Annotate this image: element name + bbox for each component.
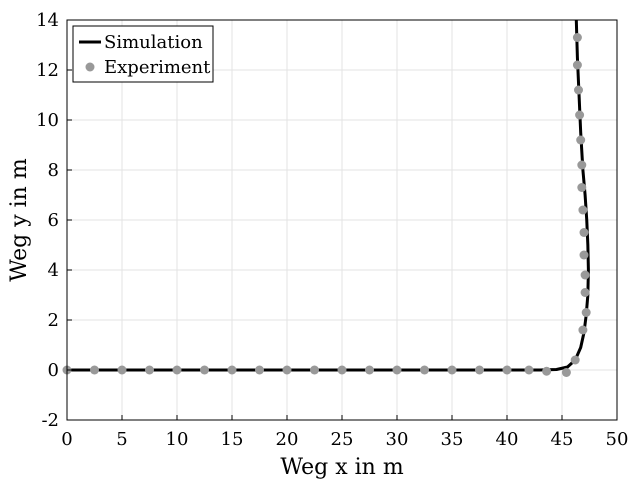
data-point-experiment	[578, 325, 588, 335]
data-point-experiment	[145, 365, 154, 375]
data-point-experiment	[310, 365, 319, 375]
data-point-experiment	[561, 368, 571, 377]
series-line-simulation	[67, 19, 590, 372]
data-point-experiment	[524, 365, 534, 375]
data-point-experiment	[420, 365, 429, 375]
x-tick-label: 35	[441, 429, 464, 450]
data-point-experiment	[90, 365, 99, 375]
legend-marker-swatch	[85, 62, 95, 72]
data-point-experiment	[580, 288, 590, 297]
data-point-experiment	[227, 365, 237, 375]
x-tick-label: 30	[386, 429, 409, 450]
data-point-experiment	[200, 365, 209, 375]
x-tick-label: 15	[221, 429, 244, 450]
data-point-experiment	[570, 355, 580, 365]
data-point-experiment	[337, 365, 347, 375]
y-axis-label: Weg y in m	[7, 158, 32, 282]
legend-label-experiment: Experiment	[104, 57, 211, 78]
data-point-experiment	[502, 365, 512, 375]
data-point-experiment	[282, 365, 292, 375]
legend-box	[72, 25, 214, 83]
data-point-experiment	[475, 365, 484, 375]
data-point-experiment	[172, 365, 182, 375]
x-tick-label: 20	[276, 429, 299, 450]
x-tick-label: 50	[606, 429, 629, 450]
data-point-experiment	[572, 33, 582, 42]
data-point-experiment	[578, 205, 588, 215]
x-axis-label: Weg x in m	[280, 455, 404, 480]
x-tick-label: 5	[116, 429, 127, 450]
x-tick-label: 45	[551, 429, 574, 450]
data-point-experiment	[579, 228, 589, 237]
data-point-experiment	[577, 160, 587, 170]
legend-label-simulation: Simulation	[104, 32, 203, 53]
data-point-experiment	[542, 366, 552, 376]
data-point-experiment	[117, 365, 127, 375]
ticks	[66, 19, 618, 421]
data-point-experiment	[577, 183, 587, 192]
x-tick-label: 10	[166, 429, 189, 450]
y-tick-label: -2	[41, 410, 59, 431]
x-tick-label: 25	[331, 429, 354, 450]
legend: Simulation Experiment	[72, 25, 214, 83]
data-point-experiment	[574, 85, 583, 95]
data-point-experiment	[576, 135, 586, 145]
data-point-experiment	[572, 60, 582, 70]
y-tick-label: 12	[36, 60, 59, 81]
data-point-experiment	[579, 250, 589, 260]
y-tick-label: 14	[36, 10, 59, 31]
data-point-experiment	[581, 308, 591, 317]
x-tick-label: 0	[61, 429, 72, 450]
plot-series	[62, 19, 591, 377]
data-point-experiment	[365, 365, 374, 375]
data-point-experiment	[392, 365, 402, 375]
data-point-experiment	[580, 270, 590, 280]
y-tick-label: 10	[36, 110, 59, 131]
y-tick-label: 2	[48, 310, 59, 331]
data-point-experiment	[447, 365, 457, 375]
data-point-experiment	[255, 365, 264, 375]
y-tick-label: 4	[48, 260, 59, 281]
y-tick-label: 8	[48, 160, 59, 181]
y-tick-label: 6	[48, 210, 59, 231]
y-tick-label: 0	[48, 360, 59, 381]
x-tick-label: 40	[496, 429, 519, 450]
data-point-experiment	[575, 110, 585, 120]
